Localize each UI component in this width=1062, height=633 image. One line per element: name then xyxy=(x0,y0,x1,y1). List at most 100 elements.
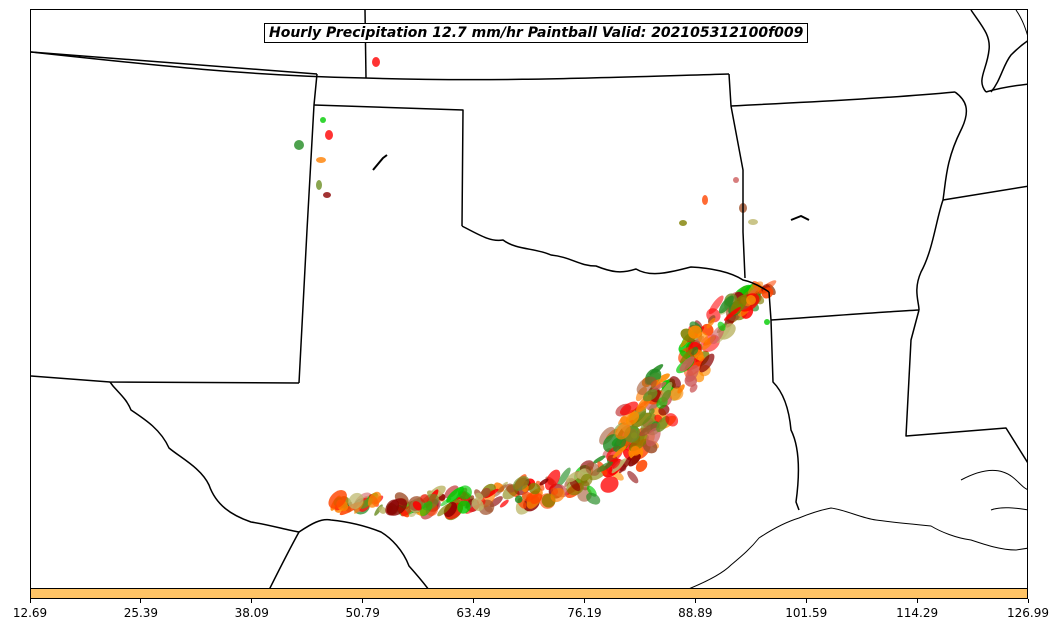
precip-blob xyxy=(437,503,452,517)
precip-blob xyxy=(512,476,530,491)
precip-blob xyxy=(717,321,726,331)
map-panel: Hourly Precipitation 12.7 mm/hr Paintbal… xyxy=(30,9,1028,589)
colorbar-tick-mark xyxy=(583,599,585,603)
state-boundaries xyxy=(31,10,1027,588)
precip-blob xyxy=(316,180,322,190)
precip-blob xyxy=(528,482,541,495)
boundary-nm-tx-south xyxy=(31,375,300,384)
colorbar-tick-label: 25.39 xyxy=(123,606,159,620)
boundary-tx-south-west xyxy=(269,531,300,588)
coastline-la-marsh xyxy=(960,469,1027,490)
colorbar-tick-mark xyxy=(140,599,142,603)
precip-blob xyxy=(748,281,764,296)
precip-blob xyxy=(320,117,326,123)
precip-blob xyxy=(367,491,382,508)
boundary-ok-panhandle xyxy=(313,104,464,227)
coastline-delta xyxy=(990,507,1027,511)
precip-blob xyxy=(615,423,631,440)
colorbar-tick-label: 126.99 xyxy=(1007,606,1049,620)
precip-blob xyxy=(294,140,304,150)
precip-blob xyxy=(764,319,770,325)
boundary-ar-la xyxy=(770,309,920,321)
colorbar-tick-label: 38.09 xyxy=(234,606,269,620)
colorbar-tick-label: 50.79 xyxy=(345,606,380,620)
precip-blob xyxy=(625,411,640,426)
colorbar-tick-mark xyxy=(473,599,475,603)
precip-blob xyxy=(642,389,658,402)
precip-blob xyxy=(699,353,715,373)
precip-blob xyxy=(316,157,326,163)
boundary-co-nm xyxy=(31,51,318,75)
precip-blob xyxy=(619,454,633,474)
precip-blob xyxy=(444,485,459,499)
precip-blob xyxy=(514,495,523,504)
colorbar-tick-label: 63.49 xyxy=(456,606,491,620)
precip-blob xyxy=(627,470,639,484)
precip-blob xyxy=(677,384,685,394)
precip-blob xyxy=(419,501,433,517)
boundary-tn-north xyxy=(942,185,1027,201)
colorbar-tick-mark xyxy=(694,599,696,603)
precip-blob xyxy=(480,487,491,498)
precip-blob xyxy=(612,446,627,458)
precip-blob xyxy=(593,455,606,464)
colorbar-tick-mark xyxy=(805,599,807,603)
boundary-mo-east xyxy=(970,10,990,93)
boundary-mo-ar xyxy=(730,91,956,107)
precip-blob xyxy=(637,411,647,421)
coastline-bayou xyxy=(1015,10,1027,36)
precip-blob xyxy=(628,453,641,467)
colorbar-tick-mark xyxy=(916,599,918,603)
precip-blob xyxy=(412,501,423,511)
precipitation-paintball-layer xyxy=(294,57,777,521)
boundary-ks-ok xyxy=(31,51,730,81)
precip-blob xyxy=(600,476,619,493)
precip-blob xyxy=(386,498,408,516)
colorbar-tick-label: 88.89 xyxy=(678,606,713,620)
precip-blob xyxy=(689,383,698,393)
precip-blob xyxy=(505,483,516,493)
map-title: Hourly Precipitation 12.7 mm/hr Paintbal… xyxy=(264,23,809,43)
boundary-il xyxy=(990,40,1027,93)
precip-blob xyxy=(378,506,387,514)
precip-blob xyxy=(596,461,613,473)
precip-blob xyxy=(718,295,734,314)
boundary-tx-la xyxy=(768,291,800,511)
precip-blob xyxy=(645,427,661,447)
precip-blob xyxy=(748,219,758,225)
precip-blob xyxy=(665,413,679,427)
precip-blob xyxy=(631,412,652,428)
precip-blob xyxy=(494,484,507,497)
precip-blob xyxy=(530,493,543,505)
colorbar-tick-label: 76.19 xyxy=(567,606,602,620)
precip-blob xyxy=(328,490,347,509)
precip-blob xyxy=(535,480,545,491)
precip-blob xyxy=(550,487,559,495)
precip-blob xyxy=(599,426,615,445)
precip-blob xyxy=(639,423,658,437)
precip-blob xyxy=(585,462,601,476)
precip-blob xyxy=(619,401,639,416)
lake-2 xyxy=(790,215,810,221)
precip-blob xyxy=(706,317,716,329)
colorbar-tick-mark xyxy=(1027,599,1029,603)
precip-blob xyxy=(372,57,380,67)
precip-blob xyxy=(648,408,655,415)
colorbar-tick-mark xyxy=(362,599,364,603)
precip-blob xyxy=(661,389,672,403)
precip-blob xyxy=(690,346,699,356)
precip-blob xyxy=(539,478,549,486)
colorbar-tick-mark xyxy=(251,599,253,603)
precip-blob xyxy=(685,364,699,383)
precip-blob xyxy=(702,195,708,205)
precip-blob xyxy=(613,436,627,452)
colorbar-tick-label: 101.59 xyxy=(785,606,828,620)
colorbar-tick-mark xyxy=(29,599,31,603)
boundary-co-ks xyxy=(364,10,367,79)
precip-blob xyxy=(544,469,561,491)
precip-blob xyxy=(710,325,725,345)
boundary-ky-tn xyxy=(985,83,1027,93)
precip-blob xyxy=(688,325,702,339)
colorbar-tick-label: 12.69 xyxy=(12,606,48,620)
map-canvas xyxy=(31,10,1027,588)
